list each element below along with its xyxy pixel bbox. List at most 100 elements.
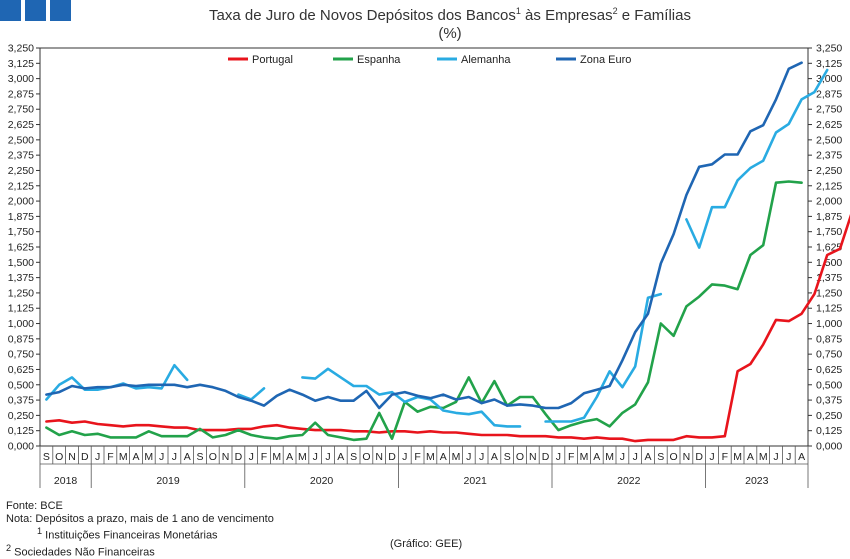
y-tick-label: 0,750 [816, 349, 842, 361]
x-tick-label: S [196, 451, 203, 463]
x-tick-label: A [184, 451, 191, 463]
line-chart: 0,000 0,000 0,125 0,125 0,250 0,250 0,375 0,375… [8, 43, 850, 488]
y-tick-label: 1,625 [816, 242, 842, 254]
x-tick-label: F [722, 451, 728, 463]
logo-block [50, 0, 71, 21]
x-tick-label: J [633, 451, 638, 463]
y-tick-label: 2,000 [816, 196, 842, 208]
y-tick-label: 1,250 [8, 287, 34, 299]
y-tick-label: 2,500 [816, 134, 842, 146]
y-tick-label: 0,000 [8, 441, 34, 453]
series-line-portugal [45, 213, 850, 443]
x-tick-label: O [670, 451, 678, 463]
legend-label: Portugal [252, 54, 293, 66]
x-tick-label: N [683, 451, 691, 463]
year-label: 2023 [745, 475, 769, 487]
y-tick-label: 2,500 [8, 134, 34, 146]
x-tick-label: M [759, 451, 768, 463]
y-tick-label: 0,000 [816, 441, 842, 453]
x-tick-label: J [249, 451, 254, 463]
x-tick-label: M [452, 451, 461, 463]
legend-label: Espanha [357, 54, 401, 66]
x-tick-label: M [272, 451, 281, 463]
year-label: 2021 [464, 475, 488, 487]
y-tick-label: 0,875 [8, 333, 34, 345]
x-tick-label: N [222, 451, 230, 463]
x-tick-label: A [593, 451, 600, 463]
x-tick-label: D [81, 451, 89, 463]
y-tick-label: 2,125 [8, 180, 34, 192]
x-tick-label: M [605, 451, 614, 463]
x-tick-label: O [209, 451, 217, 463]
y-tick-label: 1,875 [8, 211, 34, 223]
y-tick-label: 2,625 [816, 119, 842, 131]
y-tick-label: 3,000 [8, 73, 34, 85]
x-tick-label: A [644, 451, 651, 463]
x-tick-label: N [68, 451, 76, 463]
x-tick-label: S [350, 451, 357, 463]
y-tick-label: 0,500 [8, 379, 34, 391]
y-tick-label: 1,375 [816, 272, 842, 284]
x-tick-label: J [466, 451, 471, 463]
x-tick-label: M [733, 451, 742, 463]
x-tick-label: D [542, 451, 550, 463]
y-tick-label: 2,250 [816, 165, 842, 177]
chart-title: Taxa de Juro de Novos Depósitos dos Banc… [180, 2, 720, 43]
x-tick-label: N [375, 451, 383, 463]
x-tick-label: J [313, 451, 318, 463]
x-tick-label: J [773, 451, 778, 463]
y-tick-label: 0,625 [816, 364, 842, 376]
y-tick-label: 1,125 [8, 303, 34, 315]
y-tick-label: 1,375 [8, 272, 34, 284]
x-tick-label: A [440, 451, 447, 463]
source-note: Fonte: BCE [6, 500, 63, 512]
x-tick-label: S [504, 451, 511, 463]
x-tick-label: D [388, 451, 396, 463]
year-label: 2020 [310, 475, 334, 487]
y-tick-label: 0,875 [816, 333, 842, 345]
x-tick-label: D [235, 451, 243, 463]
y-tick-label: 2,375 [816, 150, 842, 162]
y-tick-label: 1,000 [816, 318, 842, 330]
y-tick-label: 2,750 [816, 104, 842, 116]
y-tick-label: 0,625 [8, 364, 34, 376]
logo-block [0, 0, 21, 21]
y-tick-label: 2,125 [816, 180, 842, 192]
y-tick-label: 0,375 [816, 395, 842, 407]
x-tick-label: J [402, 451, 407, 463]
x-tick-label: S [657, 451, 664, 463]
y-tick-label: 3,125 [8, 58, 34, 70]
x-tick-label: J [556, 451, 561, 463]
x-tick-label: M [298, 451, 307, 463]
series-line-zona-euro [45, 61, 803, 410]
y-tick-label: 1,625 [8, 242, 34, 254]
y-tick-label: 1,500 [816, 257, 842, 269]
series-line-alemanha [45, 68, 829, 428]
x-tick-label: J [709, 451, 714, 463]
y-tick-label: 3,250 [816, 43, 842, 55]
y-tick-label: 2,000 [8, 196, 34, 208]
footnote-1: 1 Instituições Financeiras Monetárias [37, 526, 218, 542]
x-tick-label: A [132, 451, 139, 463]
x-tick-label: F [568, 451, 574, 463]
y-tick-label: 2,250 [8, 165, 34, 177]
y-tick-label: 2,750 [8, 104, 34, 116]
y-tick-label: 0,250 [8, 410, 34, 422]
brand-logo [0, 0, 71, 21]
chart-unit: (%) [438, 25, 462, 42]
series-line-espanha [45, 180, 803, 442]
x-tick-label: J [786, 451, 791, 463]
y-tick-label: 0,750 [8, 349, 34, 361]
x-tick-label: S [43, 451, 50, 463]
x-tick-label: A [286, 451, 293, 463]
x-tick-label: A [491, 451, 498, 463]
year-label: 2022 [617, 475, 641, 487]
x-tick-label: J [620, 451, 625, 463]
x-tick-label: F [414, 451, 420, 463]
y-tick-label: 1,250 [816, 287, 842, 299]
year-label: 2018 [54, 475, 78, 487]
x-tick-label: A [337, 451, 344, 463]
y-tick-label: 1,000 [8, 318, 34, 330]
x-tick-label: J [95, 451, 100, 463]
y-tick-label: 0,125 [816, 425, 842, 437]
